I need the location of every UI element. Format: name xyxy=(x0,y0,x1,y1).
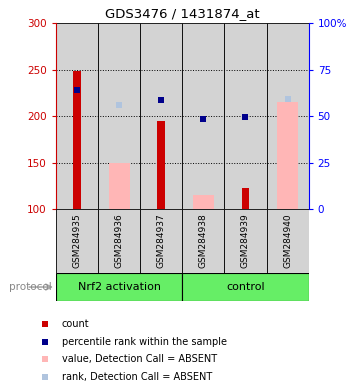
Bar xyxy=(182,23,225,209)
Bar xyxy=(242,188,249,209)
Bar xyxy=(266,209,309,273)
Text: rank, Detection Call = ABSENT: rank, Detection Call = ABSENT xyxy=(62,372,212,382)
Text: GSM284940: GSM284940 xyxy=(283,214,292,268)
Bar xyxy=(109,163,130,209)
Text: percentile rank within the sample: percentile rank within the sample xyxy=(62,337,227,347)
Bar xyxy=(56,273,182,301)
Bar xyxy=(193,195,214,209)
Text: value, Detection Call = ABSENT: value, Detection Call = ABSENT xyxy=(62,354,217,364)
Text: control: control xyxy=(226,282,265,292)
Bar xyxy=(182,209,225,273)
Bar xyxy=(98,23,140,209)
Bar xyxy=(277,102,298,209)
Bar xyxy=(266,23,309,209)
Bar xyxy=(225,23,266,209)
Text: GSM284939: GSM284939 xyxy=(241,214,250,268)
Title: GDS3476 / 1431874_at: GDS3476 / 1431874_at xyxy=(105,7,260,20)
Text: Nrf2 activation: Nrf2 activation xyxy=(78,282,161,292)
Text: GSM284935: GSM284935 xyxy=(73,214,82,268)
Text: count: count xyxy=(62,319,90,329)
Text: GSM284938: GSM284938 xyxy=(199,214,208,268)
Bar xyxy=(73,71,81,209)
Text: GSM284937: GSM284937 xyxy=(157,214,166,268)
Bar xyxy=(225,209,266,273)
Bar xyxy=(56,23,98,209)
Bar xyxy=(140,209,182,273)
Bar xyxy=(140,23,182,209)
Bar xyxy=(182,273,309,301)
Bar xyxy=(56,209,98,273)
Bar xyxy=(157,121,165,209)
Text: protocol: protocol xyxy=(9,282,52,292)
Text: GSM284936: GSM284936 xyxy=(115,214,123,268)
Bar xyxy=(98,209,140,273)
